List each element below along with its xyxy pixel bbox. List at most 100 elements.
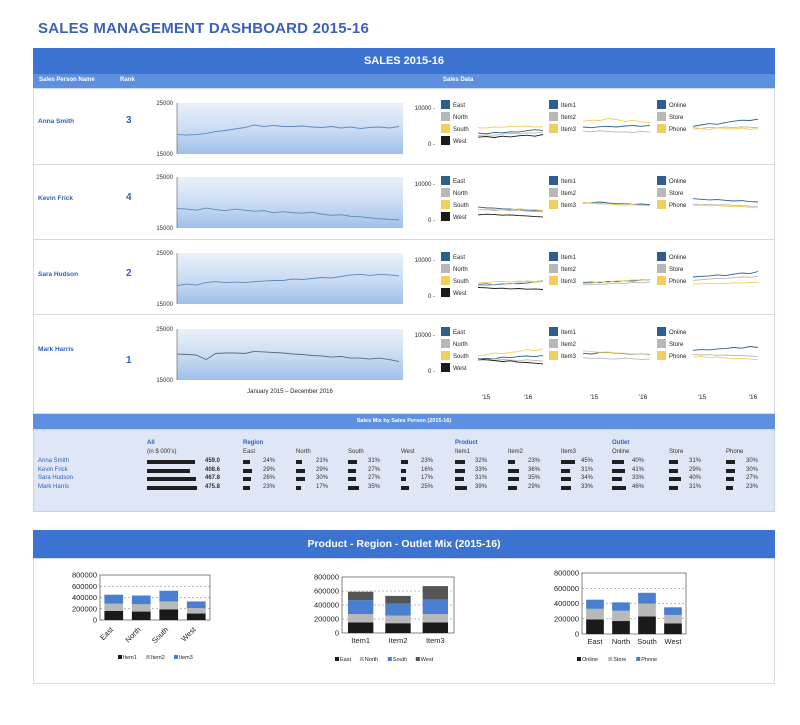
pct-bar-item2 (508, 460, 515, 464)
pct-bar-item1 (455, 468, 465, 473)
pct-bar-item2 (508, 485, 517, 490)
pct-value-store: 40% (689, 475, 702, 481)
pct-value-item2: 35% (528, 475, 541, 481)
pct-value-west: 23% (421, 458, 434, 464)
pct-value-item1: 32% (475, 458, 488, 464)
pct-value-store: 31% (689, 483, 702, 490)
all-sales-bar (147, 485, 197, 490)
mix-region-label: Region (243, 440, 264, 446)
pct-value-phone: 27% (746, 475, 759, 481)
mix-product-label: Product (455, 440, 478, 446)
pct-bar-store (669, 468, 678, 473)
mix-col-north: North (296, 449, 311, 455)
person-name: Sara Hudson (38, 271, 79, 278)
mix-col-store: Store (669, 449, 684, 455)
pct-value-south: 27% (368, 466, 381, 473)
pct-value-online: 41% (632, 466, 645, 473)
mix-col-west: West (401, 449, 415, 455)
pct-value-west: 16% (421, 466, 434, 473)
pct-bar-online (612, 460, 625, 464)
pct-value-item2: 29% (528, 483, 541, 490)
row-divider (33, 164, 775, 165)
pct-bar-east (243, 460, 251, 464)
person-rank: 4 (126, 192, 132, 203)
pct-bar-store (669, 477, 682, 481)
pct-bar-west (401, 468, 406, 473)
person-name: Mark Harris (38, 346, 74, 353)
pct-value-north: 21% (316, 458, 329, 464)
pct-value-east: 29% (263, 466, 276, 473)
pct-value-item3: 33% (581, 483, 594, 490)
all-sales-value: 459.0 (205, 458, 221, 464)
all-sales-value: 475.8 (205, 483, 221, 490)
product-region-outlet-header: Product - Region - Outlet Mix (2015-16) (33, 530, 775, 558)
pct-bar-item2 (508, 468, 519, 473)
pct-bar-item3 (561, 485, 571, 490)
pct-bar-item1 (455, 485, 467, 490)
mix-outlet-label: Outlet (612, 440, 630, 446)
pct-bar-item2 (508, 477, 519, 481)
pct-value-item2: 36% (528, 466, 541, 473)
all-sales-bar (147, 460, 195, 464)
pct-bar-north (296, 477, 306, 481)
pct-bar-item1 (455, 460, 465, 464)
pct-bar-phone (726, 477, 735, 481)
pct-bar-north (296, 468, 305, 473)
pct-value-online: 46% (632, 483, 645, 490)
row-divider (33, 239, 775, 240)
mix-person-name: Kevin Frick (38, 466, 68, 473)
pct-value-phone: 23% (746, 483, 759, 490)
pct-bar-online (612, 468, 625, 473)
sales-header: SALES 2015-16 (33, 48, 775, 74)
pct-value-west: 17% (421, 475, 434, 481)
pct-bar-north (296, 460, 303, 464)
pct-bar-east (243, 477, 251, 481)
mix-person-name: Anna Smith (38, 458, 70, 464)
pct-bar-south (348, 460, 358, 464)
pct-value-item2: 23% (528, 458, 541, 464)
pct-bar-online (612, 477, 622, 481)
pct-value-east: 26% (263, 475, 276, 481)
mix-col-item2: Item2 (508, 449, 524, 455)
pct-value-item1: 31% (475, 475, 488, 481)
pct-bar-north (296, 485, 302, 490)
pct-bar-phone (726, 485, 733, 490)
pct-bar-west (401, 460, 408, 464)
pct-value-south: 31% (368, 458, 381, 464)
pct-bar-online (612, 485, 626, 490)
pct-bar-west (401, 485, 409, 490)
person-name: Kevin Frick (38, 195, 74, 202)
pct-value-item3: 45% (581, 458, 594, 464)
col-sales-person: Sales Person Name (39, 77, 95, 83)
person-rank: 1 (126, 355, 132, 366)
pct-bar-store (669, 485, 679, 490)
pct-bar-phone (726, 468, 736, 473)
person-rank: 3 (126, 115, 132, 126)
mix-col-item3: Item3 (561, 449, 577, 455)
mix-person-name: Mark Harris (38, 483, 69, 490)
mix-col-phone: Phone (726, 449, 744, 455)
all-sales-bar (147, 477, 196, 481)
pct-value-east: 24% (263, 458, 276, 464)
pct-bar-east (243, 485, 250, 490)
pct-bar-south (348, 477, 357, 481)
person-name: Anna Smith (38, 118, 75, 125)
pct-value-item3: 34% (581, 475, 594, 481)
pct-value-west: 25% (421, 483, 434, 490)
pct-value-online: 40% (632, 458, 645, 464)
pct-value-item3: 31% (581, 466, 594, 473)
pct-value-phone: 30% (746, 458, 759, 464)
pct-bar-item1 (455, 477, 465, 481)
pct-value-item1: 39% (475, 483, 488, 490)
mix-col-item1: Item1 (455, 449, 471, 455)
pct-bar-item3 (561, 477, 572, 481)
pct-value-store: 31% (689, 458, 702, 464)
row-divider (33, 314, 775, 315)
pct-value-north: 29% (316, 466, 329, 473)
pct-bar-store (669, 460, 679, 464)
all-sales-value: 467.8 (205, 475, 221, 481)
pct-bar-west (401, 477, 407, 481)
pct-value-store: 29% (689, 466, 702, 473)
col-rank: Rank (120, 77, 135, 83)
